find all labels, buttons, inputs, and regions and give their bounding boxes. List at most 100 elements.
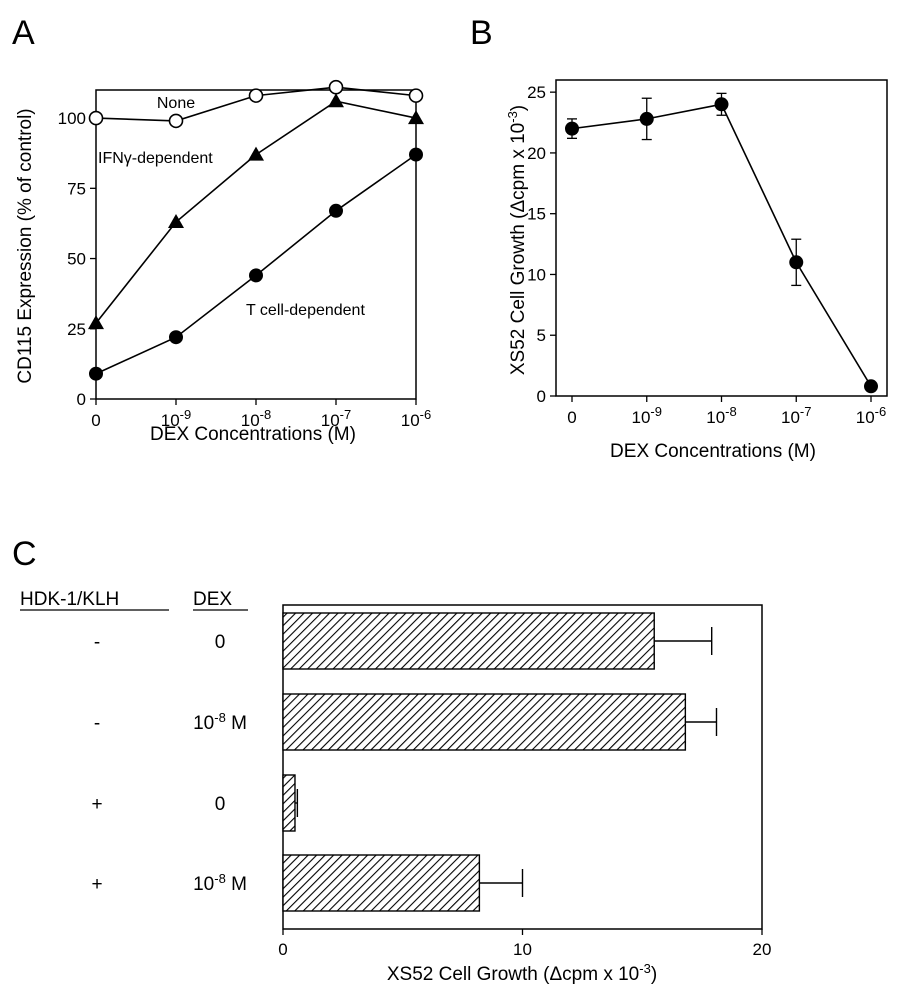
panel-c-bar [282,774,296,832]
panel-c-x-axis: 0 10 20 [278,929,771,959]
row-hdk-label: + [91,794,102,815]
panel-c-x-label-text: XS52 Cell Growth (Δcpm x 10 [387,964,639,985]
panel-b-y-label-text: XS52 Cell Growth (Δcpm x 10 [508,123,529,375]
header-dex: DEX [193,589,232,610]
panel-a-data-point [88,110,104,126]
panel-b-x-tick-label: 10-6 [856,404,886,427]
panel-b-data-point [864,379,878,394]
panel-letter-a: A [12,14,35,52]
panel-b-y-tick-label: 25 [527,83,546,102]
panel-c-x-label: XS52 Cell Growth (Δcpm x 10-3) [387,961,657,985]
panel-a-data-point [329,203,343,218]
panel-a-x-tick-label-base: 0 [91,411,100,430]
panel-b-x-tick-label: 0 [567,408,576,427]
panel-a-data-point [89,366,103,381]
panel-b-y-label: XS52 Cell Growth (Δcpm x 10-3) [505,105,529,375]
panel-c-chart: HDK-1/KLH DEX -0- 10-8 M+ 0+ 10-8 M 0 10 20 X… [20,589,771,985]
row-dex-label-base: 10 [193,874,214,895]
row-dex-label-base: 0 [215,794,226,815]
row-dex-label-base: 0 [215,632,226,653]
panel-b-y-tick-label: 0 [537,387,546,406]
series-label-none: None [157,95,195,112]
panel-a-x-label: DEX Concentrations (M) [150,424,356,445]
panel-a-data-point [328,93,344,108]
panel-b-x-label: DEX Concentrations (M) [610,441,816,462]
panel-a-series-line [95,100,417,324]
panel-a-y-label: CD115 Expression (% of control) [15,108,36,383]
panel-c-x-label-exp: -3 [639,961,651,976]
row-dex-label-exp: -8 [214,871,226,886]
series-label-tcell: T cell-dependent [246,302,365,319]
row-dex-label: 10-8 M [193,871,247,895]
panel-b-series [565,92,878,394]
row-dex-label-base: 10 [193,713,214,734]
row-hdk-label: + [91,874,102,895]
panel-a-x-tick-label-base: 10 [161,411,180,430]
row-dex-label-exp: -8 [214,710,226,725]
row-dex-label: 0 [215,632,226,653]
panel-b-y-label-end: ) [508,105,529,111]
panel-b-x-tick-label-base: 0 [567,408,576,427]
row-hdk-label: - [94,632,100,653]
panel-c-bars [282,612,718,912]
panel-b-x-tick-label-exp: -7 [800,404,812,419]
panel-a-data-point [88,315,104,330]
panel-b-x-tick-label-base: 10 [856,408,875,427]
panel-b-y-tick-label: 10 [527,265,546,284]
panel-a-data-point [169,330,183,345]
panel-b-y-tick-label: 5 [537,326,546,345]
panel-a-x-tick-label: 10-9 [161,407,191,430]
row-dex-label-unit: M [226,713,247,734]
panel-a-data-point [328,79,344,95]
panel-b-x-tick-label: 10-8 [706,404,736,427]
panel-a-series [88,79,424,381]
header-hdk: HDK-1/KLH [20,589,119,610]
panel-a-x-tick-label: 10-7 [321,407,351,430]
panel-a-data-point [249,268,263,283]
series-label-ifn: IFNγ-dependent [98,150,213,167]
panel-a-x-axis: 0 10-9 10-8 10-7 10-6 [91,399,431,430]
panel-a-series-line [95,153,417,375]
panel-b-x-tick-label-exp: -9 [650,404,662,419]
panel-c-bar [282,612,655,670]
panel-a-data-point [168,113,184,129]
panel-a-y-tick-label: 0 [77,390,86,409]
panel-a-x-tick-label-exp: -8 [260,407,272,422]
panel-b-x-tick-label: 10-9 [632,404,662,427]
panel-a-data-point [409,147,423,162]
panel-a-y-tick-label: 75 [67,179,86,198]
panel-b-data-point [789,255,804,270]
panel-b-y-tick-label: 15 [527,205,546,224]
panel-a-x-tick-label: 0 [91,411,100,430]
panel-c-x-tick-label: 20 [753,940,772,959]
row-dex-label: 10-8 M [193,710,247,734]
panel-a-data-point [248,146,264,161]
panel-a-y-tick-label: 25 [67,320,86,339]
panel-b-y-axis: 0 5 10 15 20 25 [527,83,556,406]
panel-a-x-tick-label-base: 10 [321,411,340,430]
panel-c-rows: -0- 10-8 M+ 0+ 10-8 M [91,632,246,895]
panel-b-data-point [714,97,729,112]
panel-b-y-tick-label: 20 [527,144,546,163]
panel-a-x-tick-label-base: 10 [401,411,420,430]
panel-letter-b: B [470,14,493,52]
panel-a-x-tick-label-exp: -9 [180,407,192,422]
panel-b-x-tick-label-exp: -6 [875,404,887,419]
panel-a-data-point [408,88,424,103]
row-hdk-label: - [94,713,100,734]
panel-b-data-point [565,121,579,136]
panel-a-x-tick-label-exp: -6 [420,407,432,422]
panel-b-x-tick-label-base: 10 [706,408,725,427]
panel-c-x-label-end: ) [651,964,657,985]
panel-b-x-tick-label-exp: -8 [725,404,737,419]
panel-a-data-point [168,214,184,229]
panel-a-x-tick-label: 10-6 [401,407,431,430]
panel-c-x-tick-label: 10 [513,940,532,959]
panel-a-data-point [248,88,264,103]
panel-a-y-tick-label: 100 [58,109,86,128]
panel-letter-c: C [12,535,37,573]
panel-c-bar [282,854,481,912]
